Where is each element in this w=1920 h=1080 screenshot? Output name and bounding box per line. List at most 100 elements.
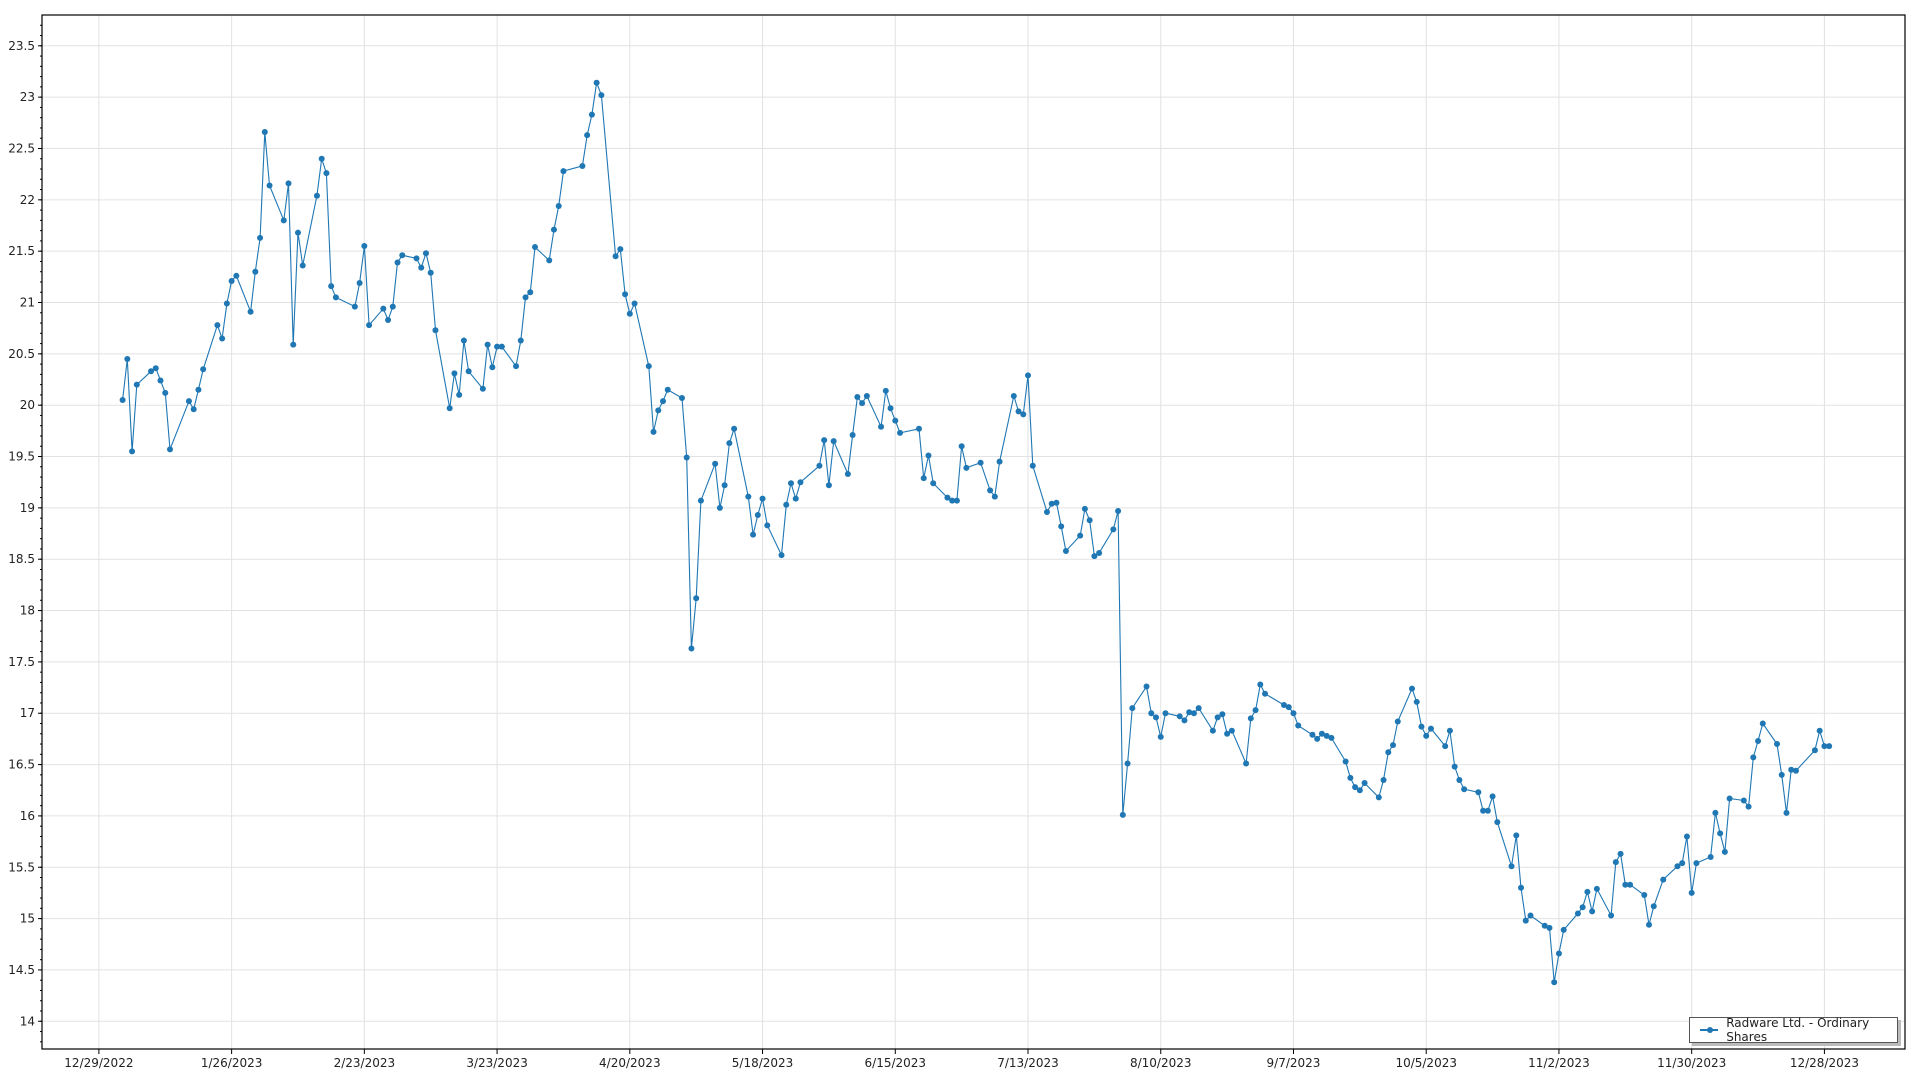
data-point xyxy=(1712,809,1719,816)
data-point xyxy=(489,364,496,371)
x-tick-label: 5/18/2023 xyxy=(732,1056,794,1070)
data-point xyxy=(1446,727,1453,734)
data-point xyxy=(664,386,671,393)
data-point xyxy=(456,391,463,398)
data-point xyxy=(1427,725,1434,732)
data-point xyxy=(129,448,136,455)
data-point xyxy=(1574,910,1581,917)
data-point xyxy=(849,431,856,438)
data-point xyxy=(1043,508,1050,515)
data-point xyxy=(385,316,392,323)
data-point xyxy=(422,250,429,257)
data-point xyxy=(280,217,287,224)
data-point xyxy=(626,310,633,317)
data-point xyxy=(1025,372,1032,379)
plot-border xyxy=(41,14,1906,1050)
data-point xyxy=(1010,392,1017,399)
data-point xyxy=(513,363,520,370)
data-point xyxy=(1181,717,1188,724)
data-point xyxy=(1394,718,1401,725)
data-point xyxy=(1219,711,1226,718)
data-point xyxy=(712,460,719,467)
x-tick-label: 10/5/2023 xyxy=(1395,1056,1457,1070)
data-point xyxy=(361,243,368,250)
y-tick-label: 20.5 xyxy=(8,347,35,361)
data-point xyxy=(1015,408,1022,415)
data-point xyxy=(1318,730,1325,737)
y-tick-label: 16 xyxy=(20,809,35,823)
data-point xyxy=(1811,747,1818,754)
data-point xyxy=(290,341,297,348)
data-point xyxy=(897,429,904,436)
data-point xyxy=(816,462,823,469)
data-point xyxy=(660,398,666,405)
data-point xyxy=(612,253,619,260)
data-point xyxy=(1608,912,1615,919)
data-point xyxy=(1816,727,1823,734)
data-point xyxy=(1129,705,1136,712)
data-point xyxy=(996,458,1003,465)
data-point xyxy=(958,443,965,450)
data-point xyxy=(451,370,458,377)
data-point xyxy=(759,495,766,502)
data-point xyxy=(1352,784,1359,791)
data-point xyxy=(494,343,501,350)
data-point xyxy=(1480,807,1487,814)
y-axis-ticks: 14 14.5 15 15.5 16 16.5 17 17.5 18 18.5 19 19.5 20 20… xyxy=(8,24,42,1043)
data-point xyxy=(1589,908,1596,915)
data-point xyxy=(949,497,956,504)
data-point xyxy=(830,438,837,445)
data-point xyxy=(1243,760,1250,767)
data-point xyxy=(944,494,951,501)
data-point xyxy=(1612,859,1619,866)
data-point xyxy=(1186,709,1193,716)
data-point xyxy=(323,170,330,177)
data-point xyxy=(1579,904,1586,911)
data-point xyxy=(1759,720,1766,727)
data-point xyxy=(1257,681,1264,688)
data-point xyxy=(1162,710,1169,717)
data-point xyxy=(522,294,529,301)
data-point xyxy=(1062,547,1069,554)
data-point xyxy=(162,389,169,396)
x-tick-label: 8/10/2023 xyxy=(1130,1056,1192,1070)
data-point xyxy=(465,368,472,375)
data-point xyxy=(1190,710,1197,717)
data-point xyxy=(1342,758,1349,765)
x-axis-ticks: 12/29/2022 1/26/2023 2/23/2023 3/23/2023 4/2… xyxy=(64,1049,1859,1070)
data-point xyxy=(1020,411,1027,418)
data-point xyxy=(119,397,126,404)
data-point xyxy=(1375,794,1382,801)
series-radware xyxy=(119,79,1833,986)
data-point xyxy=(527,289,534,296)
y-tick-label: 14 xyxy=(20,1014,35,1028)
data-point xyxy=(446,405,453,412)
x-tick-label: 1/26/2023 xyxy=(201,1056,263,1070)
data-point xyxy=(1641,891,1648,898)
data-point xyxy=(1541,922,1548,929)
x-tick-label: 2/23/2023 xyxy=(334,1056,396,1070)
data-point xyxy=(825,482,832,489)
data-point xyxy=(1081,505,1088,512)
data-point xyxy=(693,595,700,602)
data-point xyxy=(380,305,387,312)
data-point xyxy=(915,425,922,432)
y-tick-label: 18.5 xyxy=(8,552,35,566)
data-point xyxy=(878,423,885,430)
data-point xyxy=(645,363,652,370)
data-point xyxy=(1096,550,1103,557)
data-point xyxy=(1356,787,1363,794)
x-tick-label: 6/15/2023 xyxy=(865,1056,927,1070)
y-tick-label: 23.5 xyxy=(8,39,35,53)
data-point xyxy=(1683,833,1690,840)
data-point xyxy=(560,168,567,175)
data-point xyxy=(991,493,998,500)
data-point xyxy=(797,479,804,486)
data-point xyxy=(1508,863,1515,870)
data-point xyxy=(1418,723,1425,730)
data-point xyxy=(418,264,425,271)
data-point xyxy=(1717,830,1724,837)
data-point xyxy=(1475,789,1482,796)
x-tick-label: 3/23/2023 xyxy=(466,1056,528,1070)
y-tick-label: 22 xyxy=(20,193,35,207)
